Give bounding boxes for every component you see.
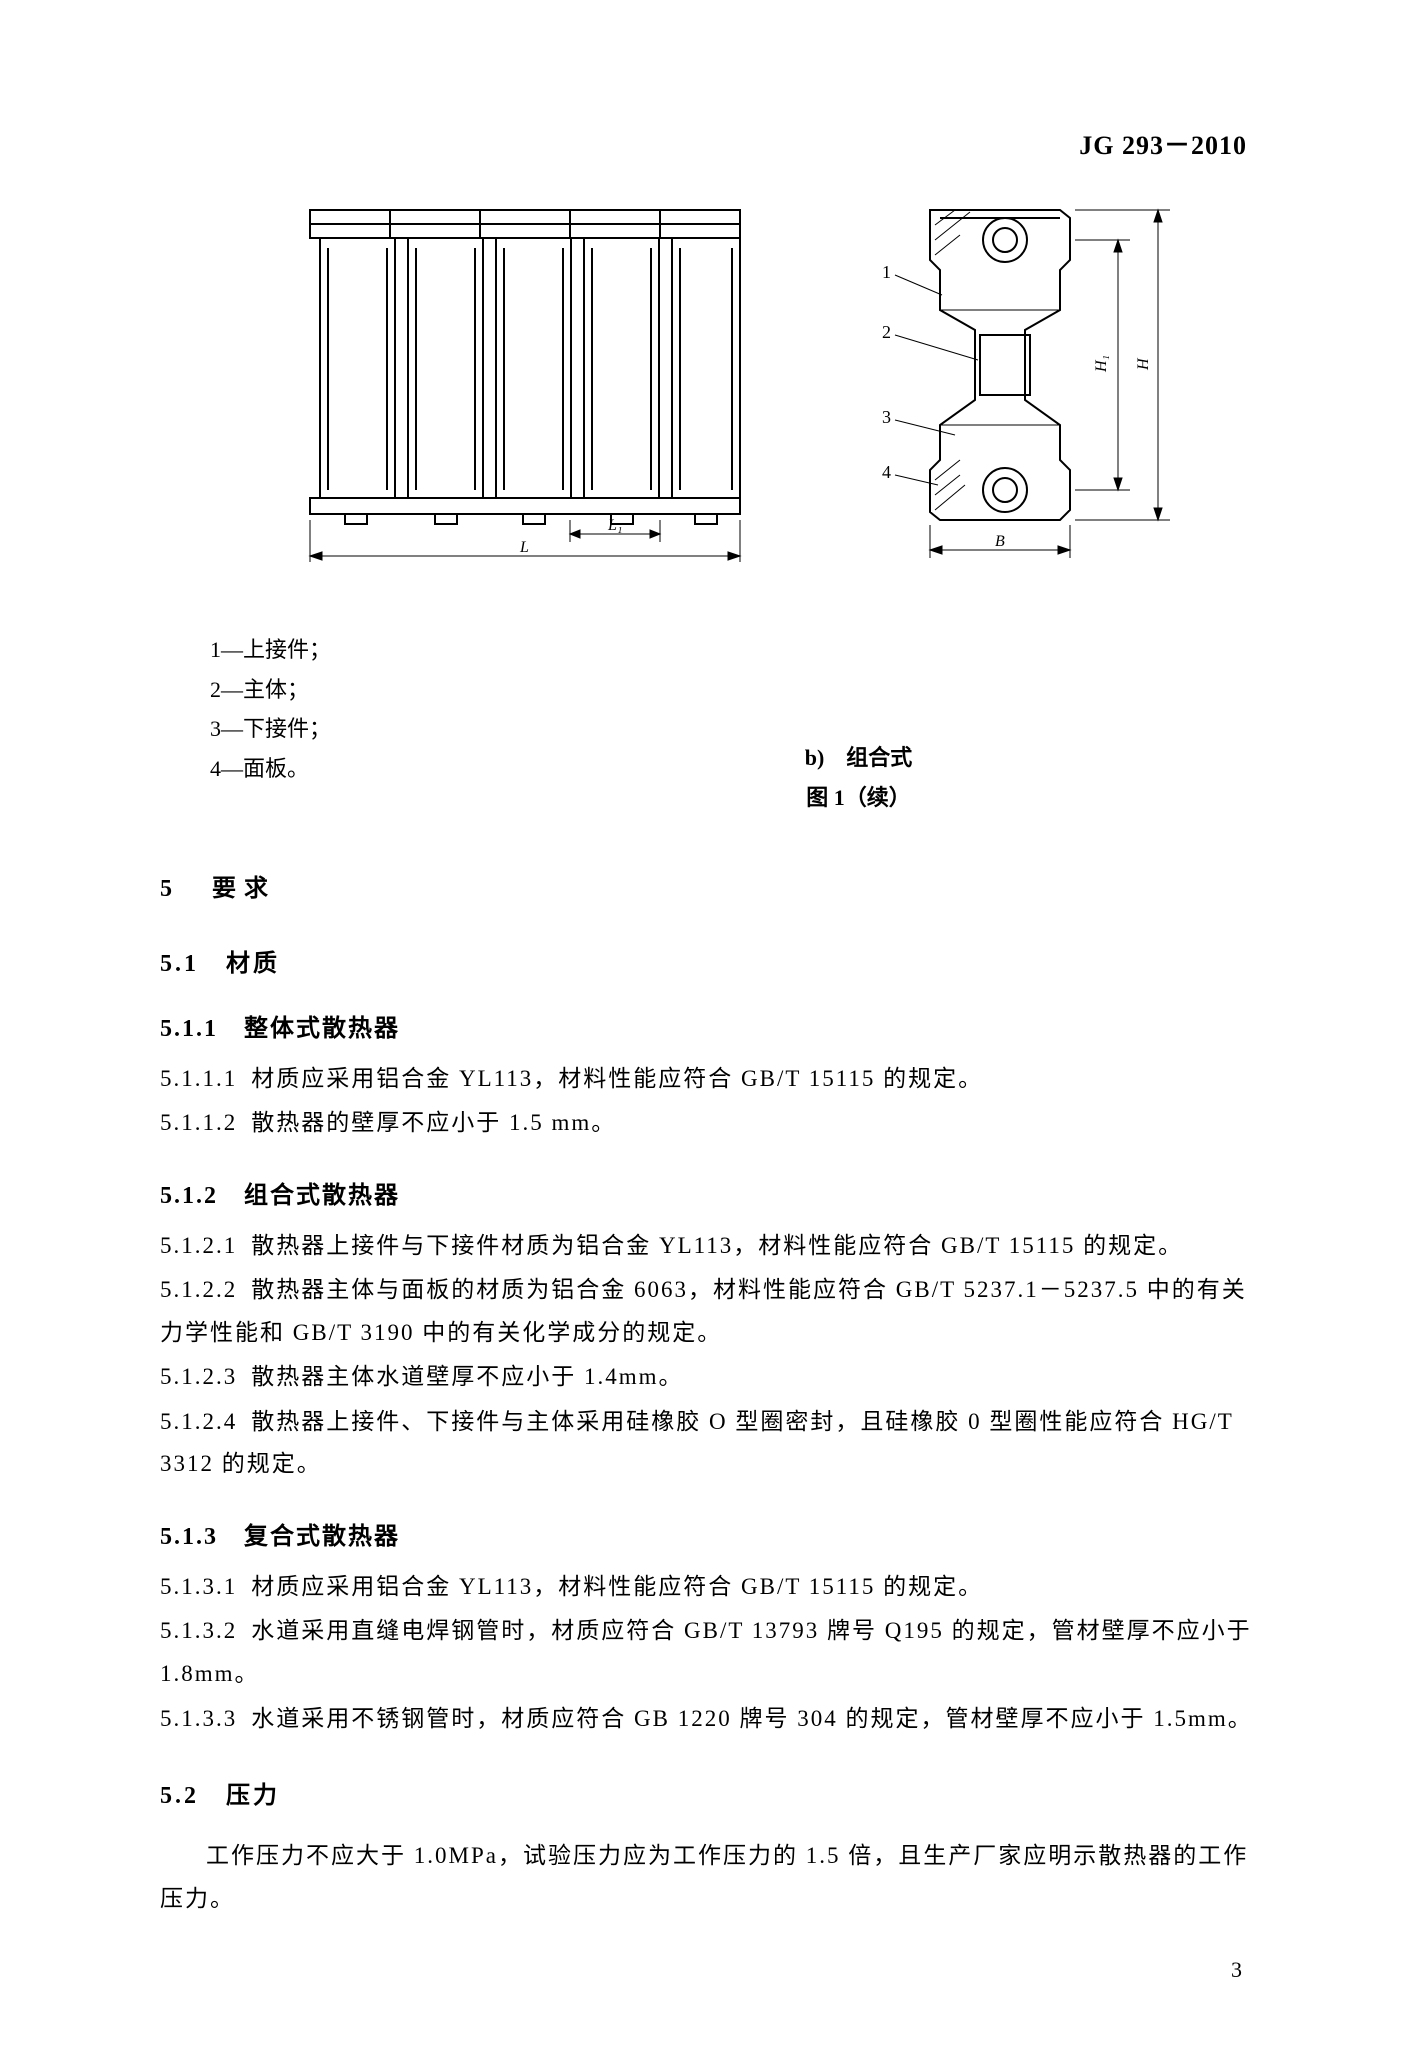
clause-text: 水道采用直缝电焊钢管时，材质应符合 GB/T 13793 牌号 Q195 的规定… [160,1618,1252,1686]
legend-item-2: 2—主体； [210,670,1257,710]
caption-b: b) 组合式 [460,738,1257,778]
clause-5-1-3-1: 5.1.3.1 材质应采用铝合金 YL113，材料性能应符合 GB/T 15115… [160,1566,1257,1609]
leader-4: 4 [882,462,891,482]
clause-5-1-3-2: 5.1.3.2水道采用直缝电焊钢管时，材质应符合 GB/T 13793 牌号 Q… [160,1610,1257,1695]
clause-num: 5.1.3.3 [160,1706,237,1731]
dim-B: B [995,533,1005,550]
section-5-title: 5 要求 [160,868,1257,903]
clause-num: 5.1.2.4 [160,1409,237,1434]
legend-item-1: 1—上接件； [210,630,1257,670]
diagram-side-view: 1 2 3 4 H₁ H [860,200,1220,575]
clause-5-1-2-3: 5.1.2.3 散热器主体水道壁厚不应小于 1.4mm。 [160,1356,1257,1399]
leader-2: 2 [882,322,891,342]
caption-fig: 图 1（续） [460,778,1257,818]
clause-5-1-2-4: 5.1.2.4散热器上接件、下接件与主体采用硅橡胶 O 型圈密封，且硅橡胶 0 … [160,1401,1257,1486]
dim-L: L [519,539,529,556]
clause-text: 散热器上接件、下接件与主体采用硅橡胶 O 型圈密封，且硅橡胶 0 型圈性能应符合… [160,1409,1233,1477]
dim-H1: H₁ [1093,355,1110,373]
clause-5-1-1-1: 5.1.1.1 材质应采用铝合金 YL113，材料性能应符合 GB/T 15115… [160,1058,1257,1101]
standard-code: JG 293－2010 [1079,125,1247,162]
leader-1: 1 [882,262,891,282]
clause-num: 5.1.3.1 [160,1574,237,1599]
figure-1-continued: L₁ L [160,200,1257,600]
clause-5-1-2-1: 5.1.2.1 散热器上接件与下接件材质为铝合金 YL113，材料性能应符合 GB… [160,1225,1257,1268]
clause-5-1-2-2: 5.1.2.2散热器主体与面板的材质为铝合金 6063，材料性能应符合 GB/T… [160,1269,1257,1354]
clause-num: 5.1.2.2 [160,1277,237,1302]
clause-text: 散热器上接件与下接件材质为铝合金 YL113，材料性能应符合 GB/T 1511… [251,1233,1183,1258]
section-5-1-3-title: 5.1.3 复合式散热器 [160,1516,1257,1551]
clause-text: 散热器主体水道壁厚不应小于 1.4mm。 [251,1364,683,1389]
clause-text: 散热器的壁厚不应小于 1.5 mm。 [251,1110,616,1135]
section-5-1-1-title: 5.1.1 整体式散热器 [160,1008,1257,1043]
dim-H: H [1135,357,1152,371]
clause-num: 5.1.2.1 [160,1233,237,1258]
clause-5-1-3-3: 5.1.3.3 水道采用不锈钢管时，材质应符合 GB 1220 牌号 304 的规… [160,1698,1257,1741]
section-5-1-2-title: 5.1.2 组合式散热器 [160,1175,1257,1210]
page-number: 3 [1231,1957,1242,1983]
clause-5-1-1-2: 5.1.1.2 散热器的壁厚不应小于 1.5 mm。 [160,1102,1257,1145]
clause-5-2-text: 工作压力不应大于 1.0MPa，试验压力应为工作压力的 1.5 倍，且生产厂家应… [160,1835,1257,1920]
clause-text: 散热器主体与面板的材质为铝合金 6063，材料性能应符合 GB/T 5237.1… [160,1277,1247,1345]
clause-num: 5.1.1.2 [160,1110,237,1135]
clause-text: 材质应采用铝合金 YL113，材料性能应符合 GB/T 15115 的规定。 [251,1574,983,1599]
section-5-1-title: 5.1 材质 [160,943,1257,978]
diagram-front-view: L₁ L [290,200,790,575]
clause-num: 5.1.2.3 [160,1364,237,1389]
section-5-2-title: 5.2 压力 [160,1775,1257,1810]
clause-text: 水道采用不锈钢管时，材质应符合 GB 1220 牌号 304 的规定，管材壁厚不… [251,1706,1252,1731]
leader-3: 3 [882,407,891,427]
dim-L1: L₁ [607,517,622,534]
clause-text: 材质应采用铝合金 YL113，材料性能应符合 GB/T 15115 的规定。 [251,1066,983,1091]
clause-num: 5.1.1.1 [160,1066,237,1091]
clause-num: 5.1.3.2 [160,1618,237,1643]
figure-caption: b) 组合式 图 1（续） [460,738,1257,817]
